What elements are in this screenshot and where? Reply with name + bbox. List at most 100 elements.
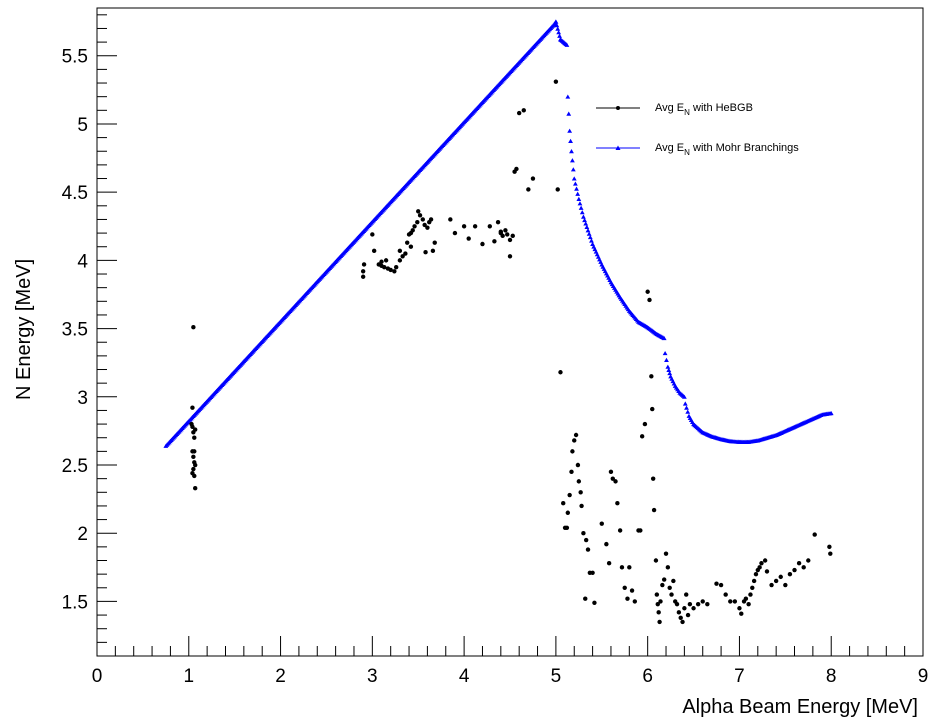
- hebgb-point: [651, 507, 657, 513]
- mohr-point: [570, 158, 575, 163]
- mohr-point: [578, 205, 584, 210]
- hebgb-point: [472, 224, 478, 229]
- y-tick-label: 5: [77, 115, 88, 136]
- hebgb-point: [714, 581, 719, 586]
- hebgb-point: [583, 596, 588, 601]
- hebgb-point: [466, 236, 471, 241]
- mohr-point: [576, 196, 582, 201]
- legend-marker-hebgb: [616, 106, 620, 110]
- hebgb-point: [718, 582, 724, 588]
- hebgb-point: [678, 615, 683, 621]
- hebgb-point: [828, 551, 833, 556]
- hebgb-point: [751, 578, 757, 584]
- hebgb-point: [569, 469, 574, 475]
- mohr-point: [684, 405, 689, 410]
- hebgb-point: [192, 449, 197, 454]
- mohr-point: [555, 26, 561, 31]
- mohr-point: [577, 201, 583, 206]
- hebgb-point: [410, 228, 415, 233]
- hebgb-point: [660, 582, 665, 588]
- hebgb-point: [649, 374, 654, 379]
- mohr-point: [587, 234, 593, 240]
- hebgb-point: [806, 558, 811, 563]
- hebgb-point: [654, 592, 660, 597]
- hebgb-point: [639, 434, 645, 439]
- hebgb-point: [567, 492, 572, 498]
- mohr-point: [574, 186, 579, 191]
- hebgb-point: [674, 601, 680, 607]
- mohr-point: [571, 176, 577, 181]
- x-tick-label: 0: [92, 666, 103, 687]
- hebgb-point: [417, 213, 423, 218]
- mohr-point: [579, 210, 585, 215]
- y-tick-label: 1.5: [62, 592, 88, 613]
- hebgb-point: [393, 265, 399, 270]
- hebgb-point: [625, 596, 630, 601]
- series-mohr-branchings: [163, 19, 834, 448]
- hebgb-point: [425, 225, 430, 230]
- hebgb-point: [510, 233, 515, 239]
- mohr-point: [554, 22, 560, 28]
- hebgb-point: [521, 108, 526, 113]
- hebgb-point: [558, 370, 563, 375]
- hebgb-point: [412, 224, 417, 229]
- hebgb-point: [492, 239, 497, 244]
- hebgb-point: [661, 577, 667, 582]
- hebgb-point: [650, 476, 656, 481]
- y-tick-label: 2.5: [62, 456, 88, 477]
- hebgb-point: [555, 187, 560, 192]
- x-tick-label: 8: [826, 666, 837, 687]
- hebgb-point: [682, 606, 687, 611]
- hebgb-point: [397, 258, 403, 263]
- hebgb-point: [190, 424, 195, 430]
- hebgb-point: [764, 569, 770, 574]
- hebgb-point: [408, 244, 414, 249]
- hebgb-point: [665, 565, 671, 570]
- hebgb-point: [503, 228, 508, 233]
- hebgb-point: [415, 219, 420, 225]
- hebgb-point: [629, 588, 635, 593]
- hebgb-point: [684, 592, 689, 597]
- hebgb-point: [783, 582, 788, 588]
- hebgb-point: [461, 224, 467, 229]
- hebgb-point: [572, 438, 577, 443]
- hebgb-point: [553, 79, 559, 84]
- hebgb-point: [360, 274, 366, 279]
- mohr-point: [682, 401, 688, 406]
- hebgb-point: [759, 561, 764, 566]
- hebgb-point: [769, 582, 774, 588]
- hebgb-point: [610, 476, 615, 481]
- mohr-point: [667, 370, 673, 376]
- hebgb-point: [676, 610, 682, 615]
- legend-marker-mohr: [615, 145, 621, 150]
- mohr-point: [665, 364, 671, 369]
- x-tick-label: 3: [367, 666, 378, 687]
- hebgb-point: [656, 610, 661, 615]
- legend-label-hebgb: Avg EN with HeBGB: [655, 102, 753, 117]
- mohr-point: [570, 167, 576, 172]
- hebgb-point: [192, 473, 197, 479]
- legend-entry-hebgb: Avg EN with HeBGB: [596, 102, 753, 117]
- hebgb-point: [422, 222, 427, 228]
- hebgb-point: [585, 547, 591, 552]
- legend-entry-mohr: Avg EN with Mohr Branchings: [596, 142, 799, 157]
- hebgb-point: [746, 601, 751, 607]
- plot-frame: [96, 7, 924, 657]
- y-tick-label: 4: [77, 251, 88, 272]
- hebgb-point: [403, 251, 408, 256]
- y-axis: 1.5 2 2.5 3 3.5 4 4.5 5 5.5: [62, 14, 117, 657]
- mohr-point: [566, 111, 572, 116]
- hebgb-point: [500, 233, 505, 239]
- mohr-point: [553, 19, 559, 24]
- y-tick-label: 2: [77, 524, 88, 545]
- mohr-point: [564, 42, 570, 47]
- hebgb-point: [653, 558, 659, 563]
- hebgb-point: [570, 449, 575, 454]
- hebgb-point: [190, 405, 195, 410]
- hebgb-point: [564, 525, 570, 530]
- mohr-point: [662, 350, 668, 356]
- hebgb-point: [575, 462, 581, 468]
- hebgb-point: [382, 265, 387, 270]
- hebgb-point: [604, 541, 609, 547]
- hebgb-point: [360, 269, 366, 274]
